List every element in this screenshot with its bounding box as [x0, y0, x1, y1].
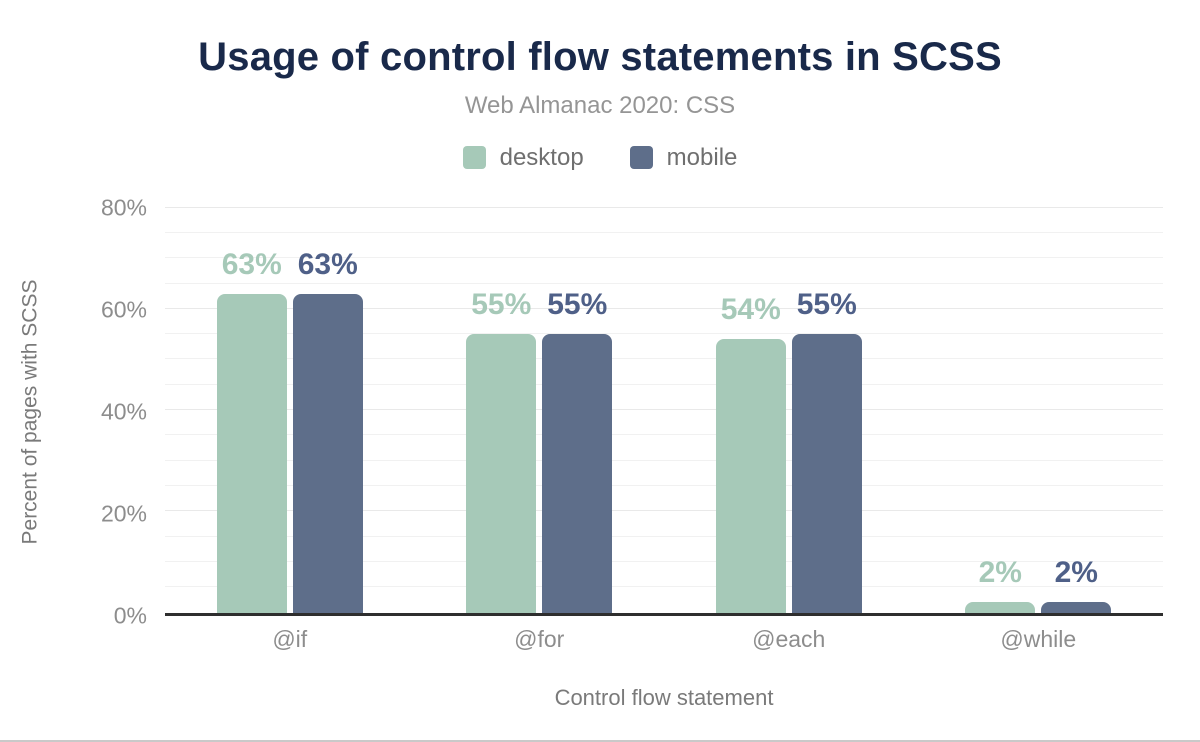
gridline [165, 459, 1163, 461]
gridline [165, 333, 1163, 335]
bar-value-label: 55% [547, 288, 608, 322]
bar-column-mobile: 55% [542, 208, 613, 613]
bar-group-while: 2% 2% [914, 208, 1164, 613]
bar-group-if: 63% 63% [165, 208, 415, 613]
legend-item-desktop: desktop [462, 143, 584, 172]
x-tick-label: @each [752, 625, 826, 652]
bar-groups: 63% 63% 55% 55% 54% 55% 2% 2% [165, 208, 1163, 613]
bar-value-label: 63% [297, 247, 358, 281]
legend-swatch-mobile-icon [629, 146, 653, 170]
x-axis-ticks: @if @for @each @while [165, 626, 1163, 653]
bar-mobile [1041, 602, 1112, 613]
legend: desktop mobile [0, 144, 1200, 172]
y-tick-label: 0% [113, 602, 147, 629]
gridline [165, 586, 1163, 588]
y-tick-label: 60% [100, 296, 147, 323]
x-axis-title: Control flow statement [554, 684, 774, 710]
bar-column-mobile: 2% [1041, 208, 1112, 613]
y-axis-title: Percent of pages with SCSS [18, 279, 42, 545]
plot-area: 63% 63% 55% 55% 54% 55% 2% 2% [165, 206, 1163, 616]
bar-mobile [791, 334, 862, 613]
bar-mobile [292, 293, 363, 613]
legend-item-mobile: mobile [629, 143, 738, 172]
gridline [165, 206, 1163, 208]
gridline [165, 231, 1163, 233]
bar-value-label: 55% [796, 288, 857, 322]
bar-group-for: 55% 55% [415, 208, 665, 613]
x-tick-label: @if [272, 625, 308, 652]
gridline [165, 307, 1163, 309]
bar-column-desktop: 55% [466, 208, 537, 613]
gridlines [165, 206, 1163, 613]
bar-column-desktop: 54% [715, 208, 786, 613]
gridline [165, 257, 1163, 259]
legend-swatch-desktop-icon [462, 146, 486, 170]
y-axis-title-cell: Percent of pages with SCSS [0, 208, 60, 616]
right-padding [1163, 208, 1200, 616]
bar-value-label: 54% [720, 293, 781, 327]
y-axis-ticks: 0% 20% 40% 60% 80% [60, 194, 165, 628]
bar-value-label: 63% [221, 247, 282, 281]
gridline [165, 434, 1163, 436]
bar-value-label: 55% [471, 288, 532, 322]
gridline [165, 383, 1163, 385]
gridline [165, 560, 1163, 562]
y-tick-label: 40% [100, 398, 147, 425]
chart-subtitle: Web Almanac 2020: CSS [464, 92, 736, 119]
gridline [165, 409, 1163, 411]
bar-desktop [216, 293, 287, 613]
chart-plot-region: Percent of pages with SCSS 0% 20% 40% 60% 80… [0, 194, 1200, 711]
y-tick-label: 20% [100, 500, 147, 527]
gridline [165, 535, 1163, 537]
bar-value-label: 2% [1054, 556, 1098, 590]
gridline [165, 510, 1163, 512]
bar-desktop [965, 602, 1036, 613]
gridline [165, 358, 1163, 360]
chart-title: Usage of control flow statements in SCSS [198, 35, 1002, 79]
legend-label-desktop: desktop [499, 143, 584, 171]
bar-column-mobile: 63% [292, 208, 363, 613]
bar-desktop [466, 334, 537, 613]
bar-value-label: 2% [978, 556, 1022, 590]
bar-desktop [715, 339, 786, 613]
bar-mobile [542, 334, 613, 613]
bar-column-desktop: 63% [216, 208, 287, 613]
gridline [165, 485, 1163, 487]
gridline [165, 282, 1163, 284]
legend-label-mobile: mobile [666, 143, 738, 171]
bar-column-desktop: 2% [965, 208, 1036, 613]
x-tick-label: @while [1000, 625, 1077, 652]
bar-column-mobile: 55% [791, 208, 862, 613]
bar-group-each: 54% 55% [664, 208, 914, 613]
y-tick-label: 80% [100, 194, 147, 221]
x-tick-label: @for [514, 625, 565, 652]
